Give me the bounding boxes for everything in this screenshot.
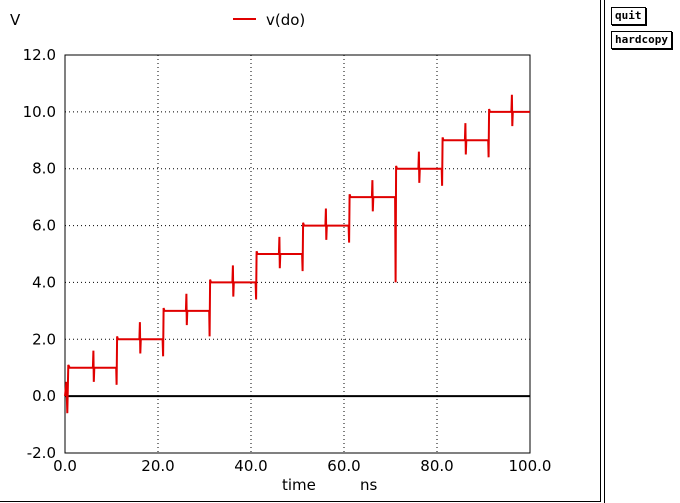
chart-canvas: 0.0 20.0 40.0 60.0 80.0 100.0 -2.00.02.04.06.… xyxy=(10,11,551,494)
x-axis-unit: ns xyxy=(360,476,378,494)
x-tick-label: 0.0 xyxy=(53,457,77,475)
y-tick-label: 0.0 xyxy=(32,387,56,405)
plot-frame xyxy=(64,54,531,454)
y-tick-labels: -2.0 0.0 2.0 4.0 6.0 8.0 10.0 12.0 xyxy=(23,46,56,462)
hardcopy-button[interactable]: hardcopy xyxy=(611,31,672,49)
x-tick-label: 80.0 xyxy=(420,457,453,475)
x-tick-labels: 0.0 20.0 40.0 60.0 80.0 100.0 xyxy=(53,457,551,475)
side-panel: quit hardcopy xyxy=(604,0,680,503)
y-tick-label: 4.0 xyxy=(32,273,56,291)
grid-lines xyxy=(65,55,530,453)
y-tick-label: 10.0 xyxy=(23,103,56,121)
y-tick-label: 12.0 xyxy=(23,46,56,64)
y-tick-label: 8.0 xyxy=(32,160,56,178)
x-axis-label: time xyxy=(282,476,316,494)
plot-window: 0.0 20.0 40.0 60.0 80.0 100.0 -2.0 0.0 2.0 4.0 6.… xyxy=(0,0,601,502)
y-axis-label: V xyxy=(10,11,21,29)
legend-label: v(do) xyxy=(266,11,305,29)
y-tick-label: 2.0 xyxy=(32,330,56,348)
x-tick-label: 20.0 xyxy=(141,457,174,475)
quit-button[interactable]: quit xyxy=(611,7,646,25)
series-line-v-do xyxy=(64,94,530,414)
x-tick-label: 60.0 xyxy=(327,457,360,475)
y-tick-label: -2.0 xyxy=(27,444,56,462)
x-tick-label: 100.0 xyxy=(509,457,552,475)
y-tick-label: 6.0 xyxy=(32,217,56,235)
x-tick-label: 40.0 xyxy=(234,457,267,475)
